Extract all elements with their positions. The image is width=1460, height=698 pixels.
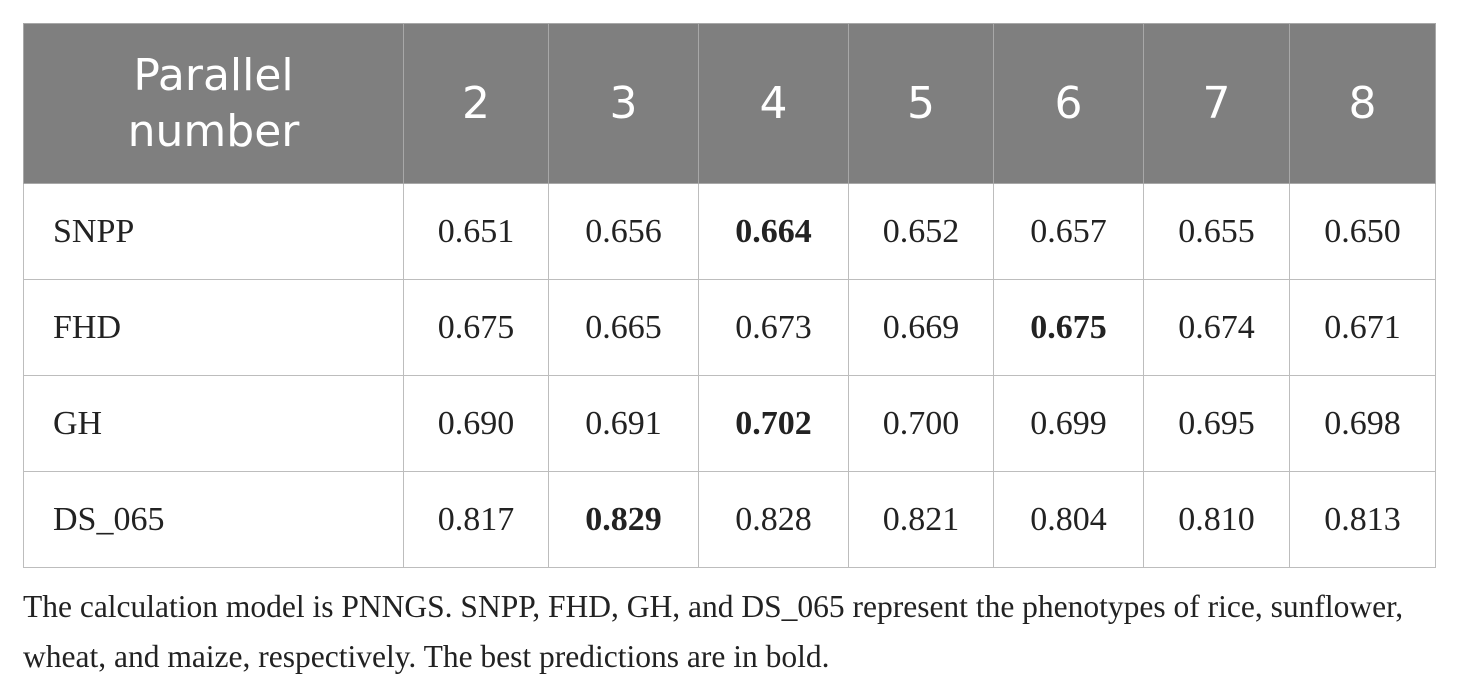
table-cell: 0.700 <box>848 375 994 472</box>
table-cell: 0.817 <box>403 471 549 568</box>
table-cell: 0.669 <box>848 279 994 376</box>
table-cell: 0.664 <box>698 183 849 280</box>
table-cell: 0.813 <box>1289 471 1436 568</box>
table-cell: 0.656 <box>548 183 699 280</box>
table-cell: 0.650 <box>1289 183 1436 280</box>
table-cell: 0.698 <box>1289 375 1436 472</box>
header-cell: 4 <box>698 23 849 184</box>
table-cell: 0.691 <box>548 375 699 472</box>
table-cell: 0.702 <box>698 375 849 472</box>
caption: The calculation model is PNNGS. SNPP, FH… <box>23 589 1404 674</box>
table-cell: 0.829 <box>548 471 699 568</box>
header-cell: 5 <box>848 23 994 184</box>
header-cell: 6 <box>993 23 1144 184</box>
header-cell: 2 <box>403 23 549 184</box>
table-cell: 0.675 <box>993 279 1144 376</box>
table-row: DS_065 0.817 0.829 0.828 0.821 0.804 0.810 0.81… <box>23 471 1436 568</box>
header-cell: Parallel number <box>23 23 404 184</box>
table-cell: 0.671 <box>1289 279 1436 376</box>
header-cell: 3 <box>548 23 699 184</box>
table-cell: 0.665 <box>548 279 699 376</box>
header-cell: 8 <box>1289 23 1436 184</box>
row-label: DS_065 <box>23 471 404 568</box>
table-cell: 0.652 <box>848 183 994 280</box>
row-label: GH <box>23 375 404 472</box>
table-cell: 0.821 <box>848 471 994 568</box>
table-cell: 0.804 <box>993 471 1144 568</box>
header-cell: 7 <box>1143 23 1290 184</box>
table-cell: 0.674 <box>1143 279 1290 376</box>
table-row: GH 0.690 0.691 0.702 0.700 0.699 0.695 0.698 <box>23 375 1436 472</box>
table-cell: 0.695 <box>1143 375 1290 472</box>
table-cell: 0.673 <box>698 279 849 376</box>
table-row: SNPP 0.651 0.656 0.664 0.652 0.657 0.655 0.650 <box>23 183 1436 280</box>
row-label: SNPP <box>23 183 404 280</box>
table-body: SNPP 0.651 0.656 0.664 0.652 0.657 0.655 0.650 F… <box>23 183 1436 568</box>
table-cell: 0.699 <box>993 375 1144 472</box>
table-cell: 0.657 <box>993 183 1144 280</box>
results-table: Parallel number 2 3 4 5 6 7 8 SNPP 0.651 0.656 0.6… <box>23 23 1436 568</box>
table-cell: 0.651 <box>403 183 549 280</box>
row-label: FHD <box>23 279 404 376</box>
table-cell: 0.655 <box>1143 183 1290 280</box>
header-row: Parallel number 2 3 4 5 6 7 8 <box>23 23 1436 184</box>
table-row: FHD 0.675 0.665 0.673 0.669 0.675 0.674 0.671 <box>23 279 1436 376</box>
table-cell: 0.828 <box>698 471 849 568</box>
table-cell: 0.810 <box>1143 471 1290 568</box>
table-cell: 0.675 <box>403 279 549 376</box>
table-cell: 0.690 <box>403 375 549 472</box>
